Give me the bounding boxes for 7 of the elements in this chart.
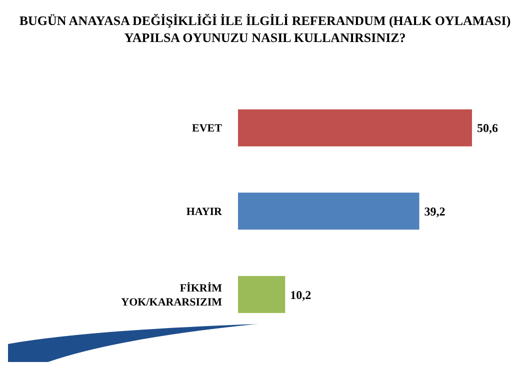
y-tick-label: FİKRİM YOK/KARARSIZIM bbox=[121, 281, 223, 308]
y-tick-label: EVET bbox=[192, 122, 223, 135]
chart-title: BUGÜN ANAYASA DEĞİŞİKLİĞİ İLE İLGİLİ REFERANDUM (HALK OYLAMASI) YAPILSA OYUNUZU NASIL KULLANIRSINIZ? bbox=[18, 12, 512, 46]
data-label: 50,6 bbox=[477, 121, 498, 136]
data-label: 10,2 bbox=[290, 288, 312, 302]
data-label: 39,2 bbox=[424, 204, 446, 218]
y-tick-label: HAYIR bbox=[186, 206, 224, 218]
